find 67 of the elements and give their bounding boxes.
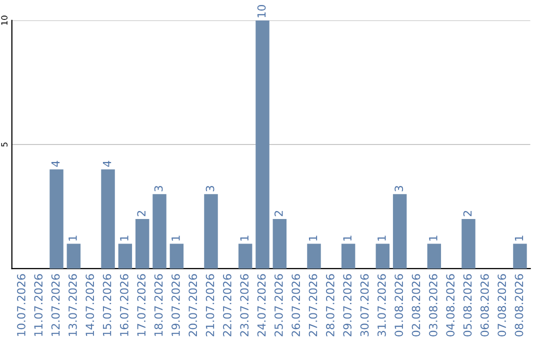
data-label: 1 (172, 236, 180, 241)
x-tick-label: 11.07.2026 (34, 274, 43, 336)
x-tick-label: 27.07.2026 (308, 274, 318, 336)
data-label: 3 (154, 186, 163, 192)
x-tick-label: 24.07.2026 (257, 274, 266, 336)
bar (307, 244, 321, 269)
x-tick-label: 29.07.2026 (343, 274, 352, 336)
x-tick-label: 07.08.2026 (498, 274, 506, 336)
x-tick-label: 04.08.2026 (446, 274, 455, 336)
x-tick-label: 23.07.2026 (240, 274, 249, 336)
data-label: 1 (308, 236, 318, 241)
x-tick-label: 14.07.2026 (86, 274, 94, 336)
data-label: 1 (68, 236, 77, 241)
x-tick-label: 05.08.2026 (463, 274, 472, 336)
bar (427, 244, 442, 269)
data-label: 2 (274, 211, 283, 216)
data-label: 4 (51, 160, 60, 167)
data-label: 1 (514, 236, 524, 241)
data-label: 1 (378, 236, 386, 241)
data-label: 2 (463, 211, 472, 216)
data-label: 10 (257, 5, 266, 18)
x-tick-label: 06.08.2026 (480, 274, 489, 336)
data-label: 3 (206, 186, 214, 192)
bar (256, 20, 270, 269)
bar (170, 244, 184, 269)
data-label: 1 (120, 236, 128, 241)
bar (204, 194, 218, 269)
bar (462, 218, 476, 269)
x-tick-label: 08.08.2026 (514, 274, 524, 336)
data-label: 3 (394, 186, 404, 192)
data-label: 1 (240, 236, 248, 241)
bar (238, 244, 252, 269)
x-tick-label: 20.07.2026 (188, 274, 198, 336)
bar (66, 244, 81, 269)
x-tick-label: 12.07.2026 (51, 274, 60, 336)
bar (513, 244, 527, 269)
x-tick-label: 19.07.2026 (171, 274, 180, 336)
y-tick-label: 5 (1, 142, 8, 147)
x-tick-label: 28.07.2026 (326, 274, 334, 336)
bar (135, 218, 150, 269)
x-tick-label: 26.07.2026 (292, 274, 300, 336)
bar (101, 169, 115, 269)
x-tick-label: 21.07.2026 (206, 274, 214, 336)
x-tick-label: 22.07.2026 (222, 274, 232, 336)
bar (341, 244, 356, 269)
x-tick-label: 25.07.2026 (274, 274, 283, 336)
bar (376, 244, 390, 269)
bar (152, 194, 166, 269)
x-tick-label: 13.07.2026 (68, 274, 77, 336)
x-tick-label: 17.07.2026 (137, 274, 146, 336)
data-label: 1 (343, 236, 352, 241)
bar (272, 218, 287, 269)
x-tick-label: 15.07.2026 (102, 274, 112, 336)
data-label: 1 (429, 236, 438, 241)
x-tick-label: 03.08.2026 (428, 274, 438, 336)
bar (118, 244, 132, 269)
bar (392, 194, 407, 269)
x-tick-label: 16.07.2026 (120, 274, 128, 336)
data-label: 2 (137, 211, 146, 216)
x-tick-label: 10.07.2026 (17, 274, 26, 336)
x-tick-label: 30.07.2026 (360, 274, 369, 336)
bar (50, 169, 64, 269)
data-label: 4 (102, 160, 112, 167)
x-tick-label: 02.08.2026 (412, 274, 420, 336)
x-tick-label: 18.07.2026 (154, 274, 163, 336)
x-tick-label: 31.07.2026 (377, 274, 386, 336)
x-tick-label: 01.08.2026 (394, 274, 404, 336)
